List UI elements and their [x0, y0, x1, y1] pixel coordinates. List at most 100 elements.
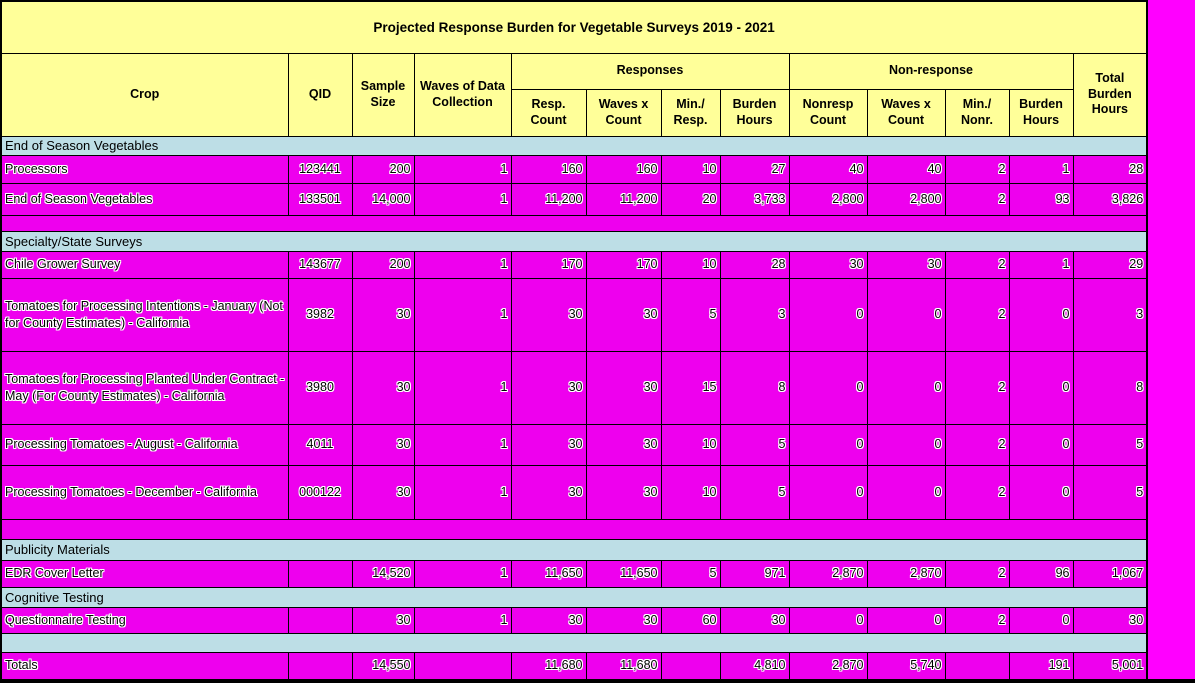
value-cell[interactable]: 2	[944, 277, 1010, 352]
value-cell[interactable]: 10	[660, 423, 721, 466]
value-cell[interactable]: 1	[413, 559, 512, 588]
value-cell[interactable]: 14,550	[351, 651, 415, 681]
crop-cell[interactable]: End of Season Vegetables	[0, 182, 289, 216]
value-cell[interactable]: 5	[719, 423, 790, 466]
qid-cell[interactable]: 133501	[287, 182, 353, 216]
qid-cell[interactable]	[287, 559, 353, 588]
value-cell[interactable]: 14,000	[351, 182, 415, 216]
value-cell[interactable]: 30	[585, 277, 662, 352]
value-cell[interactable]: 1	[413, 182, 512, 216]
value-cell[interactable]: 27	[719, 154, 790, 184]
section-header[interactable]: Publicity Materials	[0, 538, 1148, 561]
value-cell[interactable]: 200	[351, 250, 415, 279]
value-cell[interactable]: 10	[660, 464, 721, 520]
col-header-sample-size[interactable]: Sample Size	[351, 52, 415, 137]
value-cell[interactable]: 2	[944, 559, 1010, 588]
value-cell[interactable]: 160	[585, 154, 662, 184]
value-cell[interactable]	[660, 651, 721, 681]
col-header-nonresp-count[interactable]: Nonresp Count	[788, 88, 868, 137]
value-cell[interactable]: 30	[510, 464, 587, 520]
value-cell[interactable]: 0	[1008, 423, 1074, 466]
spacer-cell[interactable]	[0, 214, 1148, 232]
col-header-min-resp[interactable]: Min./ Resp.	[660, 88, 721, 137]
value-cell[interactable]: 11,650	[585, 559, 662, 588]
value-cell[interactable]: 0	[788, 464, 868, 520]
value-cell[interactable]: 0	[866, 277, 946, 352]
value-cell[interactable]: 0	[866, 423, 946, 466]
value-cell[interactable]	[413, 651, 512, 681]
section-header[interactable]: Specialty/State Surveys	[0, 230, 1148, 252]
value-cell[interactable]: 11,200	[510, 182, 587, 216]
value-cell[interactable]: 191	[1008, 651, 1074, 681]
value-cell[interactable]: 30	[585, 606, 662, 634]
value-cell[interactable]: 30	[585, 464, 662, 520]
value-cell[interactable]: 160	[510, 154, 587, 184]
value-cell[interactable]: 2	[944, 350, 1010, 425]
group-header-nonresponse[interactable]: Non-response	[788, 52, 1074, 90]
value-cell[interactable]: 96	[1008, 559, 1074, 588]
value-cell[interactable]: 5	[719, 464, 790, 520]
value-cell[interactable]: 3,733	[719, 182, 790, 216]
value-cell[interactable]: 971	[719, 559, 790, 588]
qid-cell[interactable]: 143677	[287, 250, 353, 279]
value-cell[interactable]: 30	[510, 606, 587, 634]
value-cell[interactable]: 2	[944, 250, 1010, 279]
value-cell[interactable]: 40	[788, 154, 868, 184]
col-header-total-burden-hours[interactable]: Total Burden Hours	[1072, 52, 1148, 137]
value-cell[interactable]: 3	[1072, 277, 1148, 352]
value-cell[interactable]	[944, 651, 1010, 681]
value-cell[interactable]: 30	[510, 277, 587, 352]
value-cell[interactable]: 11,680	[510, 651, 587, 681]
section-header[interactable]: Cognitive Testing	[0, 586, 1148, 608]
qid-cell[interactable]: 4011	[287, 423, 353, 466]
value-cell[interactable]: 30	[351, 464, 415, 520]
value-cell[interactable]: 40	[866, 154, 946, 184]
section-header[interactable]: End of Season Vegetables	[0, 135, 1148, 156]
value-cell[interactable]: 170	[510, 250, 587, 279]
col-header-nonresp-burden-hours[interactable]: Burden Hours	[1008, 88, 1074, 137]
value-cell[interactable]: 3	[719, 277, 790, 352]
crop-cell[interactable]: Processors	[0, 154, 289, 184]
qid-cell[interactable]: 000122	[287, 464, 353, 520]
crop-cell[interactable]: Tomatoes for Processing Planted Under Co…	[0, 350, 289, 425]
value-cell[interactable]: 5	[1072, 423, 1148, 466]
value-cell[interactable]: 10	[660, 250, 721, 279]
value-cell[interactable]: 0	[788, 350, 868, 425]
value-cell[interactable]: 30	[351, 423, 415, 466]
value-cell[interactable]: 2	[944, 182, 1010, 216]
crop-cell[interactable]: Questionnaire Testing	[0, 606, 289, 634]
crop-cell[interactable]: EDR Cover Letter	[0, 559, 289, 588]
value-cell[interactable]: 30	[351, 606, 415, 634]
value-cell[interactable]: 200	[351, 154, 415, 184]
value-cell[interactable]: 11,200	[585, 182, 662, 216]
value-cell[interactable]: 0	[866, 606, 946, 634]
value-cell[interactable]: 2	[944, 606, 1010, 634]
value-cell[interactable]: 30	[585, 423, 662, 466]
value-cell[interactable]: 29	[1072, 250, 1148, 279]
col-header-nonresp-waves-x-count[interactable]: Waves x Count	[866, 88, 946, 137]
value-cell[interactable]: 30	[510, 423, 587, 466]
col-header-resp-burden-hours[interactable]: Burden Hours	[719, 88, 790, 137]
crop-cell[interactable]: Processing Tomatoes - December - Califor…	[0, 464, 289, 520]
value-cell[interactable]: 93	[1008, 182, 1074, 216]
value-cell[interactable]: 5	[1072, 464, 1148, 520]
value-cell[interactable]: 2,800	[866, 182, 946, 216]
group-header-responses[interactable]: Responses	[510, 52, 790, 90]
value-cell[interactable]: 30	[351, 277, 415, 352]
value-cell[interactable]: 1	[413, 250, 512, 279]
col-header-min-nonr[interactable]: Min./ Nonr.	[944, 88, 1010, 137]
value-cell[interactable]: 2,870	[866, 559, 946, 588]
value-cell[interactable]: 30	[1072, 606, 1148, 634]
col-header-resp-count[interactable]: Resp. Count	[510, 88, 587, 137]
qid-cell[interactable]	[287, 606, 353, 634]
value-cell[interactable]: 2,800	[788, 182, 868, 216]
crop-cell[interactable]: Totals	[0, 651, 289, 681]
qid-cell[interactable]: 3982	[287, 277, 353, 352]
value-cell[interactable]: 30	[866, 250, 946, 279]
value-cell[interactable]: 15	[660, 350, 721, 425]
value-cell[interactable]: 8	[1072, 350, 1148, 425]
value-cell[interactable]: 0	[866, 350, 946, 425]
value-cell[interactable]: 0	[1008, 350, 1074, 425]
value-cell[interactable]: 170	[585, 250, 662, 279]
value-cell[interactable]: 5,001	[1072, 651, 1148, 681]
